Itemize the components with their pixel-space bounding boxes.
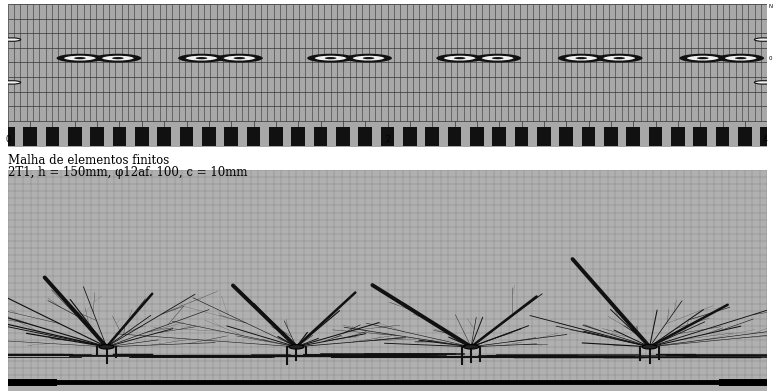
Circle shape	[576, 57, 587, 59]
Bar	[626, 127, 640, 146]
Bar	[269, 127, 283, 146]
Circle shape	[314, 55, 347, 61]
Circle shape	[492, 57, 503, 59]
Circle shape	[454, 57, 466, 59]
Circle shape	[724, 55, 757, 61]
Bar	[358, 127, 372, 146]
Bar	[314, 127, 327, 146]
Bar	[716, 127, 729, 146]
Bar	[492, 127, 506, 146]
Bar	[90, 127, 104, 146]
Circle shape	[481, 55, 514, 61]
Circle shape	[613, 57, 625, 59]
Circle shape	[345, 54, 392, 63]
Bar	[113, 127, 126, 146]
Bar	[23, 127, 37, 146]
Circle shape	[474, 54, 521, 63]
Circle shape	[63, 55, 97, 61]
Bar	[604, 127, 618, 146]
Circle shape	[325, 57, 337, 59]
Bar	[693, 127, 707, 146]
Circle shape	[443, 55, 477, 61]
Text: Malha de elementos finitos: Malha de elementos finitos	[8, 154, 169, 167]
Bar	[381, 127, 394, 146]
Circle shape	[558, 54, 605, 63]
Bar	[760, 127, 774, 146]
Bar	[448, 127, 461, 146]
Circle shape	[464, 344, 478, 349]
Bar	[46, 127, 59, 146]
Bar	[515, 127, 528, 146]
Circle shape	[2, 81, 21, 84]
Bar	[537, 127, 551, 146]
Bar	[135, 127, 149, 146]
Bar	[180, 127, 193, 146]
Bar	[559, 127, 573, 146]
Bar	[649, 127, 662, 146]
Circle shape	[352, 55, 386, 61]
Text: 2: 2	[385, 135, 390, 144]
Text: N: N	[769, 4, 773, 9]
Circle shape	[101, 55, 135, 61]
Circle shape	[679, 54, 726, 63]
Circle shape	[735, 57, 746, 59]
Circle shape	[717, 54, 764, 63]
Circle shape	[596, 54, 643, 63]
Circle shape	[289, 344, 304, 349]
Circle shape	[223, 55, 256, 61]
Bar	[291, 127, 305, 146]
Circle shape	[94, 54, 141, 63]
Bar	[247, 127, 260, 146]
Bar	[68, 127, 82, 146]
Text: 2T1, h = 150mm, φ12af. 100, c = 10mm: 2T1, h = 150mm, φ12af. 100, c = 10mm	[8, 166, 247, 179]
Bar	[425, 127, 439, 146]
Bar	[582, 127, 595, 146]
Circle shape	[57, 54, 104, 63]
Circle shape	[2, 38, 21, 41]
Circle shape	[697, 57, 709, 59]
Bar	[1, 127, 15, 146]
Circle shape	[234, 57, 245, 59]
Circle shape	[754, 81, 773, 84]
Circle shape	[307, 54, 354, 63]
Circle shape	[178, 54, 225, 63]
Text: 4: 4	[763, 135, 767, 144]
Circle shape	[74, 57, 86, 59]
Circle shape	[185, 55, 218, 61]
Bar	[738, 127, 752, 146]
Bar	[403, 127, 417, 146]
Circle shape	[99, 344, 115, 349]
Circle shape	[565, 55, 598, 61]
Circle shape	[196, 57, 207, 59]
Circle shape	[754, 38, 773, 41]
Circle shape	[363, 57, 375, 59]
Bar	[470, 127, 484, 146]
Bar	[224, 127, 238, 146]
Circle shape	[216, 54, 263, 63]
Text: 0: 0	[769, 56, 772, 61]
Bar	[157, 127, 171, 146]
Circle shape	[436, 54, 483, 63]
Circle shape	[642, 344, 657, 349]
Bar	[671, 127, 685, 146]
Circle shape	[112, 57, 124, 59]
Bar	[202, 127, 216, 146]
Text: 0: 0	[5, 135, 10, 144]
Circle shape	[602, 55, 636, 61]
Bar	[336, 127, 350, 146]
Circle shape	[686, 55, 720, 61]
